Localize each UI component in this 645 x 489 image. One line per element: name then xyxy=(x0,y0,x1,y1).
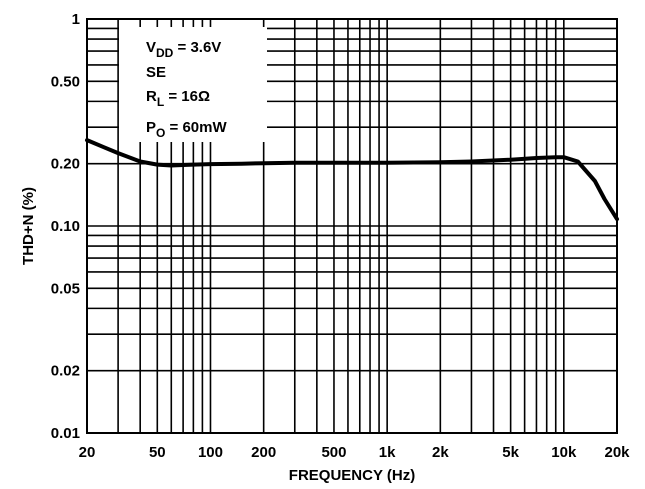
y-tick-label: 0.02 xyxy=(51,363,80,380)
x-tick-label: 100 xyxy=(198,444,223,461)
x-tick-label: 20k xyxy=(604,444,630,461)
y-tick-label: 0.01 xyxy=(51,425,80,442)
plot-frame xyxy=(86,18,618,434)
x-tick-label: 10k xyxy=(551,444,577,461)
x-tick-label: 50 xyxy=(149,444,166,461)
annotation-mode: SE xyxy=(146,64,166,81)
y-tick-labels: 0.01 0.02 0.05 0.10 0.20 0.50 1 xyxy=(51,11,80,442)
y-axis-title: THD+N (%) xyxy=(20,187,37,265)
x-tick-label: 500 xyxy=(321,444,346,461)
x-tick-label: 5k xyxy=(502,444,519,461)
y-tick-label: 0.50 xyxy=(51,73,80,90)
annotation-vdd: VDD = 3.6V xyxy=(146,39,221,60)
x-tick-label: 1k xyxy=(379,444,396,461)
y-tick-label: 0.10 xyxy=(51,218,80,235)
annotation-po: PO = 60mW xyxy=(146,119,227,140)
x-tick-label: 2k xyxy=(432,444,449,461)
thd-curve xyxy=(85,138,619,222)
x-tick-label: 200 xyxy=(251,444,276,461)
conditions-box-background xyxy=(119,27,267,142)
y-tick-label: 1 xyxy=(72,11,80,28)
x-axis-title: FREQUENCY (Hz) xyxy=(289,467,415,484)
y-tick-label: 0.20 xyxy=(51,156,80,173)
x-tick-label: 20 xyxy=(79,444,96,461)
x-tick-labels: 20 50 100 200 500 1k 2k 5k 10k 20k xyxy=(79,444,631,461)
conditions-box: VDD = 3.6V SE RL = 16Ω PO = 60mW xyxy=(119,27,267,142)
annotation-rl: RL = 16Ω xyxy=(146,88,210,109)
y-tick-label: 0.05 xyxy=(51,280,80,297)
